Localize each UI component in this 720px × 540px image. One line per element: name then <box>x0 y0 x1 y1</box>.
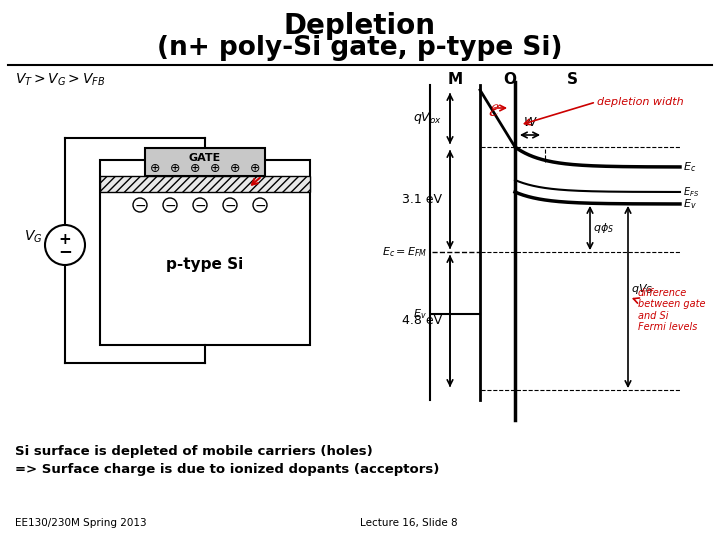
Text: EE130/230M Spring 2013: EE130/230M Spring 2013 <box>15 518 147 528</box>
Text: ⊕: ⊕ <box>150 163 161 176</box>
Text: ⊕: ⊕ <box>230 163 240 176</box>
Text: −: − <box>224 199 236 213</box>
Circle shape <box>163 198 177 212</box>
Text: $E_v$: $E_v$ <box>683 197 697 211</box>
Circle shape <box>133 198 147 212</box>
Text: ⊕: ⊕ <box>210 163 220 176</box>
Text: Si surface is depleted of mobile carriers (holes): Si surface is depleted of mobile carrier… <box>15 446 373 458</box>
Text: 3.1 eV: 3.1 eV <box>402 193 442 206</box>
Text: ⊕: ⊕ <box>190 163 200 176</box>
Text: $W$: $W$ <box>523 116 537 129</box>
Text: Depletion: Depletion <box>284 12 436 40</box>
Text: O: O <box>503 72 516 87</box>
Bar <box>145 148 265 176</box>
Text: ⊕: ⊕ <box>250 163 260 176</box>
Text: $q\phi_S$: $q\phi_S$ <box>593 221 614 235</box>
Text: $V_T > V_G > V_{FB}$: $V_T > V_G > V_{FB}$ <box>15 72 105 89</box>
Text: $E_c$: $E_c$ <box>683 160 696 174</box>
Text: −: − <box>194 199 206 213</box>
Text: => Surface charge is due to ionized dopants (acceptors): => Surface charge is due to ionized dopa… <box>15 463 439 476</box>
Text: M: M <box>447 72 462 87</box>
Text: 4.8 eV: 4.8 eV <box>402 314 442 327</box>
Text: −: − <box>164 199 176 213</box>
Text: (n+ poly-Si gate, p-type Si): (n+ poly-Si gate, p-type Si) <box>157 35 563 61</box>
Text: $qV_{ox}$: $qV_{ox}$ <box>413 111 442 126</box>
Text: depletion width: depletion width <box>597 97 683 107</box>
Text: +: + <box>58 233 71 247</box>
Text: $E_v$: $E_v$ <box>413 307 427 321</box>
Bar <box>100 160 310 345</box>
Circle shape <box>223 198 237 212</box>
Text: GATE: GATE <box>189 153 221 163</box>
Circle shape <box>45 225 85 265</box>
Text: difference
between gate
and Si
Fermi levels: difference between gate and Si Fermi lev… <box>638 288 706 333</box>
Text: −: − <box>254 199 266 213</box>
Text: $V_G$: $V_G$ <box>24 229 43 245</box>
Text: p-type Si: p-type Si <box>166 258 243 273</box>
Text: $E_c= E_{FM}$: $E_c= E_{FM}$ <box>382 245 427 259</box>
Text: −: − <box>58 242 72 260</box>
Text: ⊕: ⊕ <box>170 163 180 176</box>
Text: $qV_G$: $qV_G$ <box>631 282 653 296</box>
Circle shape <box>253 198 267 212</box>
Text: $\mathcal{E}$: $\mathcal{E}$ <box>488 102 500 120</box>
Circle shape <box>193 198 207 212</box>
Bar <box>100 176 310 192</box>
Text: $E_{FS}$: $E_{FS}$ <box>683 185 699 199</box>
Text: Lecture 16, Slide 8: Lecture 16, Slide 8 <box>360 518 458 528</box>
Text: S: S <box>567 72 577 87</box>
Text: −: − <box>134 199 146 213</box>
